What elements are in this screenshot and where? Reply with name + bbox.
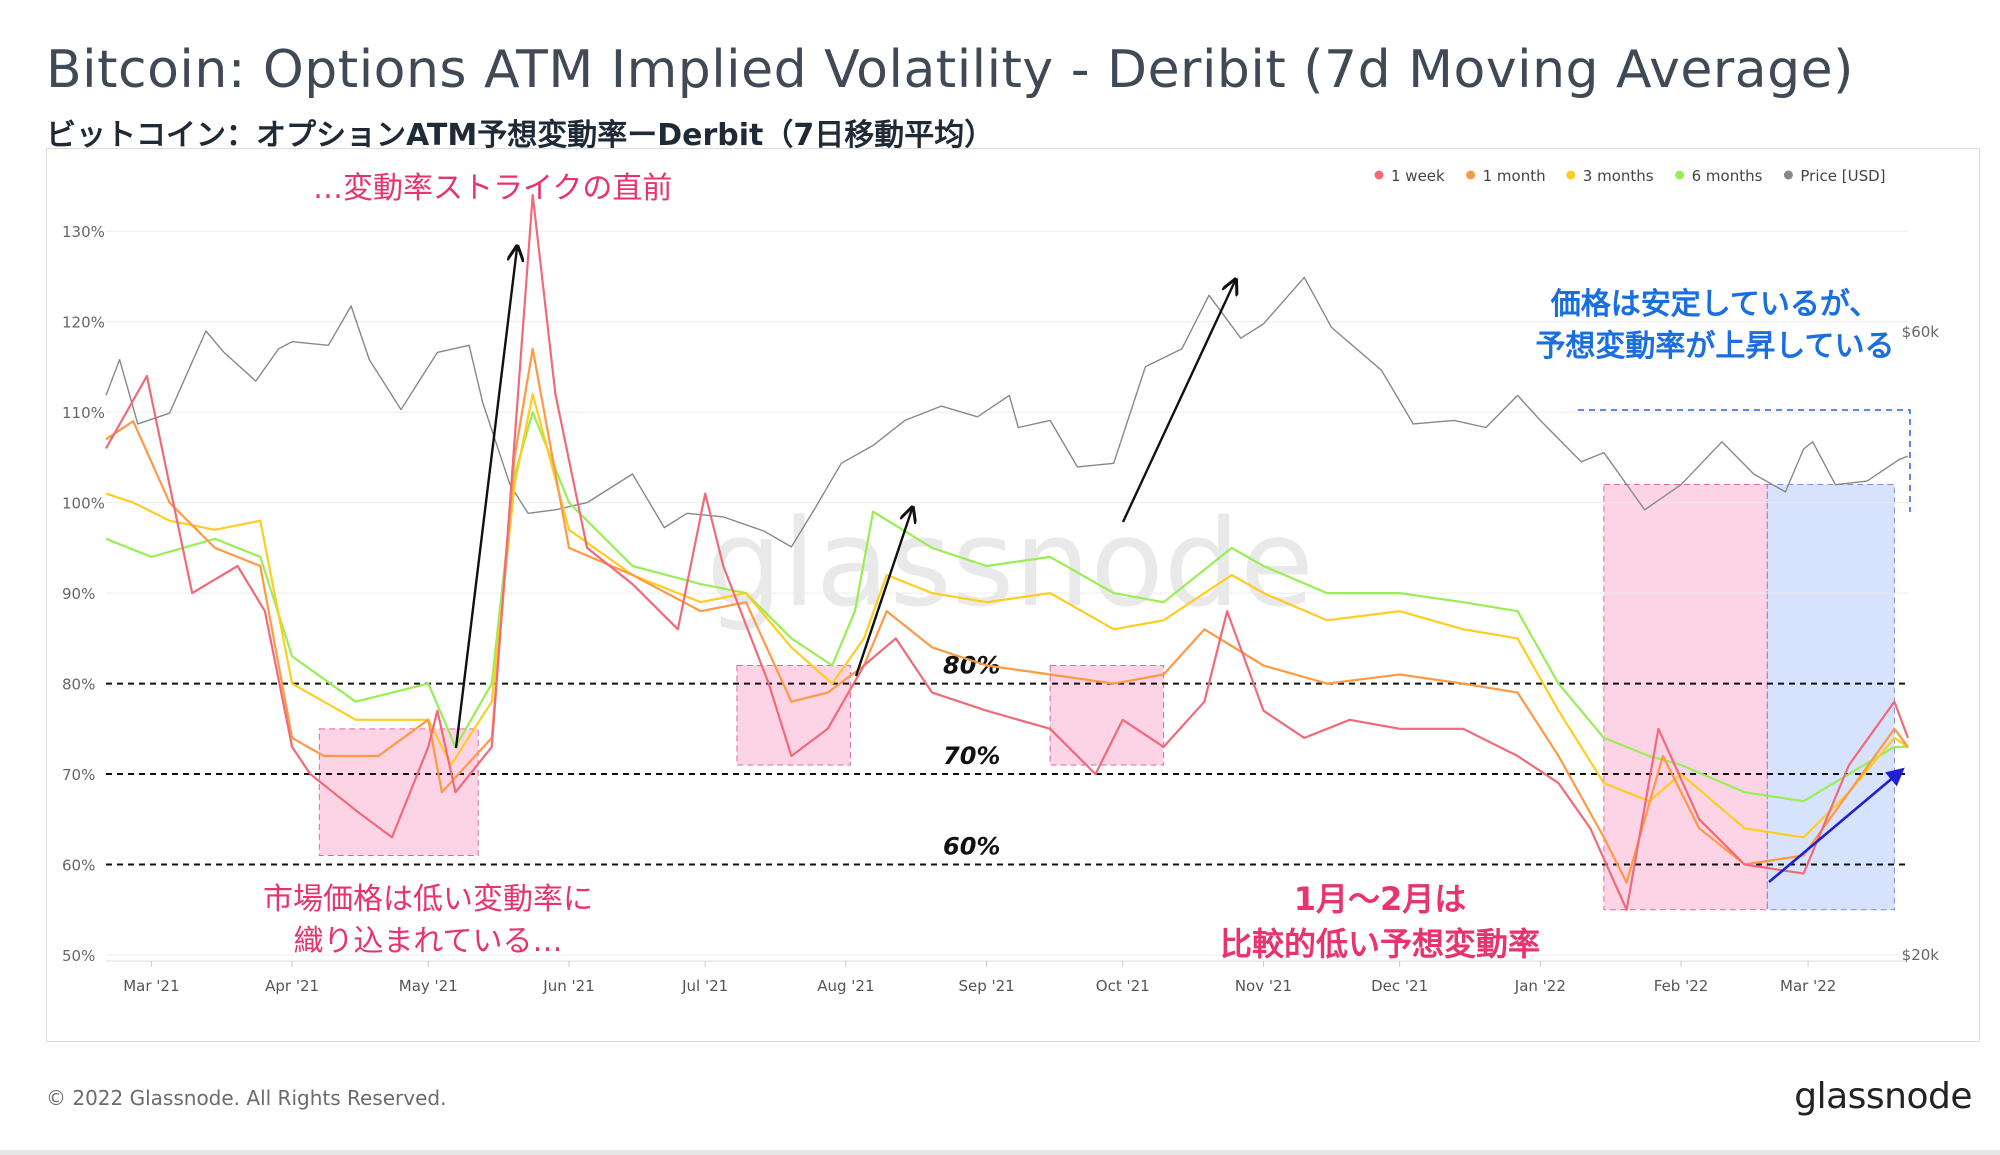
highlight-boxes [318, 409, 1911, 911]
annotation-text: 比較的低い予想変動率 [1220, 925, 1540, 963]
x-tick-label: May '21 [399, 977, 458, 995]
watermark-text: glassnode [706, 495, 1314, 634]
trend-arrow-blue [1768, 767, 1905, 883]
chart-subtitle: ビットコイン：オプションATM予想変動率ーDerbit（7日移動平均） [46, 118, 995, 153]
reference-label: 60% [943, 833, 1000, 861]
annotation-text: 1月〜2月は [1294, 880, 1467, 918]
axes: 50% 60% 70% 80% 90% 100% 110% 120% 130% Mar '21 Ap… [62, 223, 1939, 995]
series-line-price-usd- [105, 276, 1909, 548]
trend-arrow [1121, 281, 1235, 523]
trend-arrow [854, 509, 912, 677]
right-axis-label-top: $60k [1902, 323, 1940, 341]
annotation-text: 価格は安定しているが、 [1550, 287, 1880, 322]
y-tick-label: 100% [62, 495, 105, 513]
legend-marker [1466, 170, 1476, 180]
y-tick-label: 110% [62, 404, 105, 422]
legend-label: Price [USD] [1800, 167, 1885, 185]
highlight-box-pink [318, 728, 479, 856]
y-tick-label: 120% [62, 314, 105, 332]
legend: 1 week 1 month 3 months 6 months Price [USD] [1374, 167, 1886, 185]
reference-label: 70% [943, 742, 1000, 770]
series-line-1-week [105, 193, 1910, 911]
legend-label: 3 months [1583, 167, 1654, 185]
annotation-text: 予想変動率が上昇している [1535, 329, 1894, 364]
y-tick-label: 130% [62, 223, 105, 241]
legend-marker [1675, 170, 1685, 180]
highlight-box-pink [1603, 484, 1768, 911]
annotation-text: …変動率ストライクの直前 [313, 171, 672, 206]
x-tick-label: Jul '21 [681, 977, 728, 995]
arrows [454, 248, 1905, 883]
x-tick-label: Dec '21 [1371, 977, 1428, 995]
copyright-text: © 2022 Glassnode. All Rights Reserved. [46, 1086, 447, 1110]
chart-panel [46, 148, 1980, 1042]
annotation-text: 市場価格は低い変動率に [263, 882, 593, 917]
legend-label: 1 week [1391, 167, 1445, 185]
x-tick-label: Feb '22 [1654, 977, 1709, 995]
x-tick-label: Jun '21 [542, 977, 594, 995]
legend-label: 6 months [1692, 167, 1763, 185]
trend-arrow [454, 248, 517, 749]
series-line-1-month [105, 347, 1909, 884]
x-tick-label: Jan '22 [1514, 977, 1566, 995]
legend-marker [1566, 170, 1576, 180]
x-tick-label: Oct '21 [1096, 977, 1150, 995]
legend-label: 1 month [1483, 167, 1546, 185]
y-tick-label: 70% [62, 766, 95, 784]
y-tick-label: 80% [62, 676, 95, 694]
grid [106, 230, 1908, 956]
x-tick-label: Nov '21 [1235, 977, 1292, 995]
y-tick-label: 90% [62, 585, 95, 603]
series-line-6-months [105, 411, 1908, 803]
y-tick-label: 50% [62, 947, 95, 965]
price-range-outline [1578, 409, 1911, 512]
x-tick-label: Sep '21 [958, 977, 1014, 995]
x-tick-label: Apr '21 [265, 977, 319, 995]
series-line-3-months [105, 393, 1909, 839]
chart-title: Bitcoin: Options ATM Implied Volatility … [46, 40, 1854, 100]
x-tick-label: Mar '21 [123, 977, 179, 995]
bottom-divider [0, 1150, 2000, 1155]
y-tick-label: 60% [62, 857, 95, 875]
right-axis-label-bottom: $20k [1902, 946, 1940, 964]
series-lines [105, 193, 1910, 911]
annotation-text: 織り込まれている… [293, 924, 562, 959]
x-tick-label: Aug '21 [817, 977, 874, 995]
legend-marker [1374, 170, 1384, 180]
highlight-box-blue [1766, 484, 1895, 911]
x-tick-label: Mar '22 [1780, 977, 1836, 995]
legend-marker [1783, 170, 1793, 180]
glassnode-logo: glassnode [1794, 1076, 1972, 1117]
